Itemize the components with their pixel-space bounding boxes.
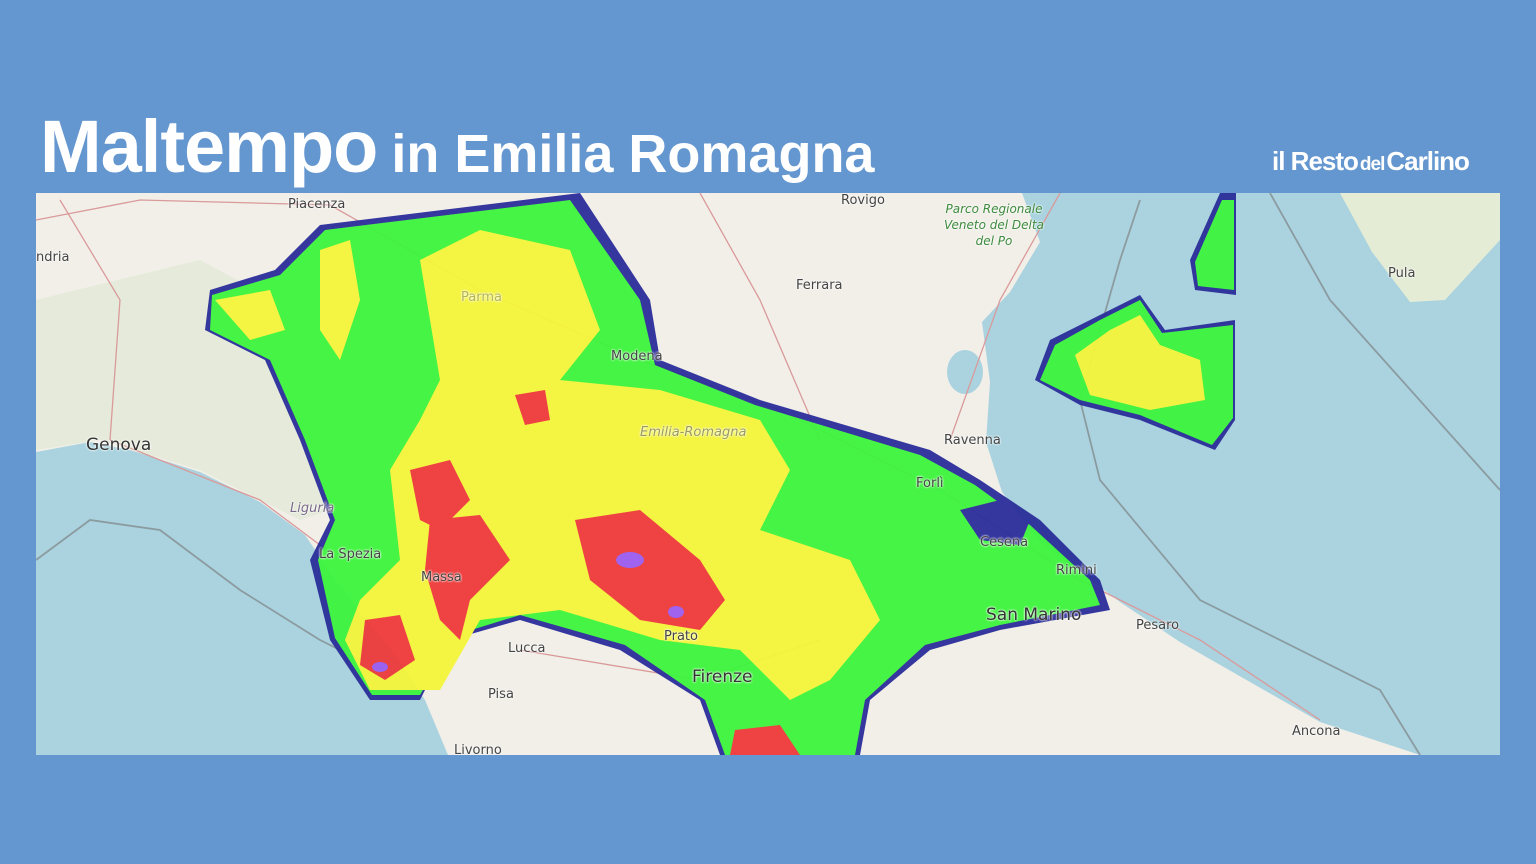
- logo-part: il Resto: [1272, 146, 1359, 176]
- label-massa: Massa: [421, 570, 462, 585]
- logo-part: del: [1359, 154, 1385, 175]
- brand-logo: il Resto delCarlino: [1272, 146, 1470, 177]
- label-lucca: Lucca: [508, 641, 546, 656]
- label-alessandria: ndria: [36, 250, 70, 265]
- label-ferrara: Ferrara: [796, 278, 843, 293]
- radar-heavy-west: [215, 290, 285, 340]
- sea-borders: [36, 193, 1500, 755]
- radar-heavy-2: [320, 240, 360, 360]
- label-liguria: Liguria: [290, 501, 335, 516]
- label-pesaro: Pesaro: [1136, 618, 1180, 633]
- radar-rimini-light: [960, 500, 1030, 545]
- radar-very-heavy-5: [360, 615, 415, 680]
- label-la-spezia: La Spezia: [319, 547, 382, 562]
- label-piacenza: Piacenza: [288, 197, 346, 212]
- label-firenze: Firenze: [692, 667, 753, 687]
- lagoon: [947, 350, 983, 394]
- radar-extreme: [668, 606, 684, 618]
- page-title: Maltempo in Emilia Romagna: [40, 104, 874, 189]
- label-san-marino: San Marino: [986, 605, 1082, 625]
- label-parma: Parma: [461, 290, 502, 305]
- map-layers: [36, 193, 1500, 755]
- label-pula: Pula: [1388, 266, 1416, 281]
- label-ancona: Ancona: [1292, 724, 1341, 739]
- title-rest: in Emilia Romagna: [391, 124, 875, 184]
- label-emilia-romagna: Emilia-Romagna: [640, 425, 747, 440]
- radar-north-strip-green: [1195, 200, 1234, 290]
- radar-very-heavy-2: [425, 515, 510, 640]
- label-rovigo: Rovigo: [841, 193, 885, 208]
- ligurian-sea: [36, 442, 448, 755]
- label-pisa: Pisa: [488, 687, 514, 702]
- radar-east-heavy: [1075, 315, 1205, 410]
- radar-very-heavy-1: [410, 460, 470, 530]
- radar-map[interactable]: Piacenza ndria Parma Modena Genova Ligur…: [36, 193, 1500, 755]
- label-genova: Genova: [86, 435, 152, 455]
- radar-very-heavy-4: [515, 390, 550, 425]
- label-rimini: Rimini: [1056, 563, 1097, 578]
- radar-extreme: [616, 552, 644, 568]
- label-park: Parco Regionale Veneto del Delta del Po: [944, 202, 1044, 248]
- radar-very-heavy-3: [575, 510, 725, 630]
- label-cesena: Cesena: [980, 535, 1029, 550]
- radar-extreme: [372, 662, 388, 672]
- radar-very-heavy-6: [730, 725, 800, 755]
- title-main: Maltempo: [40, 105, 378, 188]
- istria: [1340, 193, 1500, 302]
- label-livorno: Livorno: [454, 743, 502, 755]
- label-forli: Forlì: [916, 476, 944, 491]
- logo-part: Carlino: [1386, 146, 1470, 176]
- label-modena: Modena: [611, 349, 663, 364]
- label-prato: Prato: [664, 629, 698, 644]
- label-ravenna: Ravenna: [944, 433, 1001, 448]
- radar-overlay: [205, 193, 1236, 755]
